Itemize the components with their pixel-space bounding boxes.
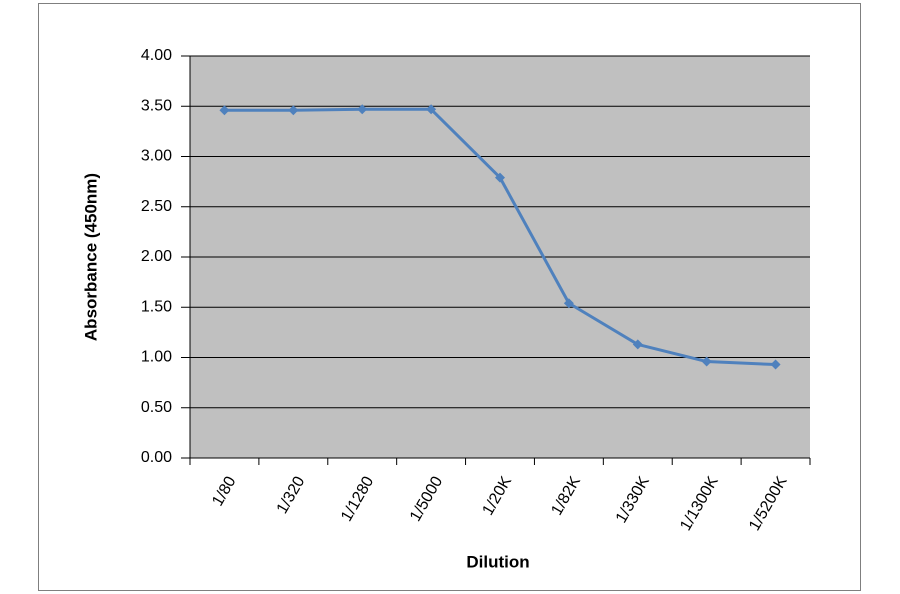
y-tick-label: 1.50 xyxy=(141,298,172,315)
data-point xyxy=(701,356,712,367)
y-tick-label: 0.00 xyxy=(141,449,172,466)
y-tick-label: 3.50 xyxy=(141,97,172,114)
y-axis-title: Absorbance (450nm) xyxy=(81,173,100,341)
data-point xyxy=(495,172,505,183)
data-point xyxy=(563,298,574,309)
y-tick-label: 2.50 xyxy=(141,198,172,215)
data-point xyxy=(426,104,437,115)
data-point xyxy=(288,105,299,116)
data-point xyxy=(632,339,643,350)
data-point xyxy=(357,104,368,115)
data-point xyxy=(219,105,230,116)
y-tick-label: 4.00 xyxy=(141,47,172,64)
y-tick-label: 0.50 xyxy=(141,399,172,416)
y-tick-label: 2.00 xyxy=(141,248,172,265)
y-tick-label: 3.00 xyxy=(141,148,172,165)
y-tick-label: 1.00 xyxy=(141,349,172,366)
data-point xyxy=(770,359,781,370)
x-axis-title: Dilution xyxy=(466,552,529,571)
